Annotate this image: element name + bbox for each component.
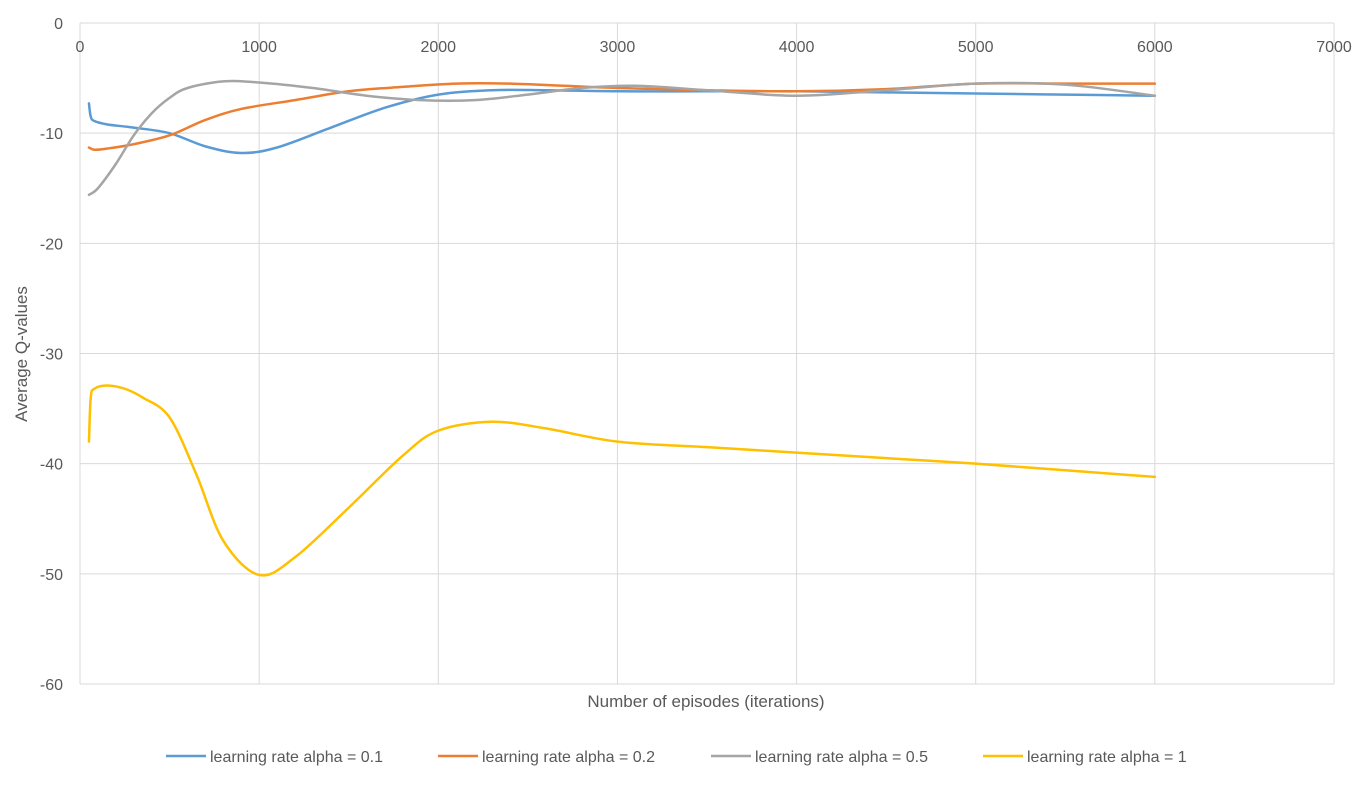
y-tick-label: -40: [40, 457, 63, 474]
y-tick-label: -20: [40, 236, 63, 253]
legend-label-3: learning rate alpha = 0.5: [755, 749, 928, 766]
x-tick-label: 3000: [600, 39, 636, 56]
y-tick-label: -50: [40, 567, 63, 584]
legend-label-1: learning rate alpha = 0.1: [210, 749, 383, 766]
series-line-1: [87, 88, 1157, 155]
x-tick-label: 2000: [420, 39, 456, 56]
x-tick-label: 1000: [241, 39, 277, 56]
x-tick-label: 0: [76, 39, 85, 56]
series-line-3: [87, 79, 1157, 197]
y-tick-label: -10: [40, 126, 63, 143]
x-tick-label: 5000: [958, 39, 994, 56]
y-axis-ticks: 0 -10 -20 -30 -40 -50 -60: [40, 16, 63, 694]
x-tick-label: 7000: [1316, 39, 1352, 56]
x-axis-ticks: 0 1000 2000 3000 4000 5000 6000 7000: [76, 39, 1352, 56]
legend-label-2: learning rate alpha = 0.2: [482, 749, 655, 766]
legend: learning rate alpha = 0.1 learning rate a…: [166, 749, 1187, 766]
y-tick-label: -60: [40, 677, 63, 694]
x-axis-title: Number of episodes (iterations): [587, 692, 824, 711]
legend-label-4: learning rate alpha = 1: [1027, 749, 1187, 766]
series-line-4: [87, 384, 1157, 577]
series-lines: [87, 79, 1157, 577]
y-tick-label: 0: [54, 16, 63, 33]
x-tick-label: 6000: [1137, 39, 1173, 56]
gridlines: [79, 22, 1335, 685]
y-axis-title: Average Q-values: [12, 286, 31, 422]
x-tick-label: 4000: [779, 39, 815, 56]
y-tick-label: -30: [40, 347, 63, 364]
